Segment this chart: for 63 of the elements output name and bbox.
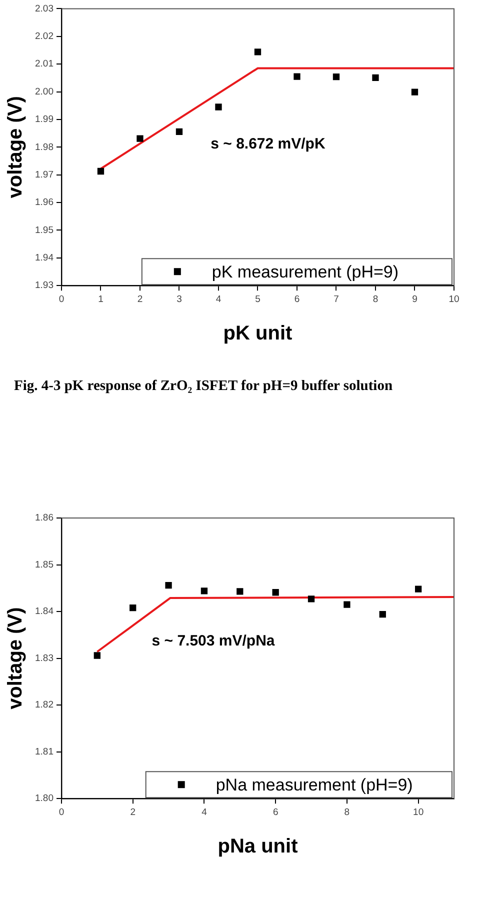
point <box>411 88 418 96</box>
x-tick-label: 0 <box>58 806 64 818</box>
point <box>176 128 183 135</box>
point <box>272 589 279 596</box>
point <box>294 73 300 80</box>
x-tick-label: 10 <box>448 294 460 305</box>
y-tick-label: 1.85 <box>34 559 54 570</box>
y-tick-label: 1.84 <box>34 606 54 618</box>
x-tick-label: 4 <box>216 294 222 305</box>
point <box>379 611 386 618</box>
y-tick-label: 1.86 <box>34 512 54 524</box>
point <box>130 604 136 612</box>
point <box>308 596 315 602</box>
y-tick-label: 1.95 <box>34 224 54 236</box>
x-tick-label: 2 <box>130 806 136 818</box>
y-tick-label: 1.99 <box>34 114 54 126</box>
y-tick-label: 1.94 <box>34 252 54 264</box>
y-tick-label: 1.82 <box>34 700 54 711</box>
x-axis-title: pNa unit <box>218 836 298 858</box>
y-tick-label: 1.83 <box>34 652 54 664</box>
x-tick-label: 7 <box>334 294 339 305</box>
point <box>236 588 244 595</box>
y-tick-label: 1.81 <box>34 746 54 758</box>
point <box>94 652 100 659</box>
y-tick-label: 2.01 <box>34 58 54 70</box>
x-tick-label: 1 <box>98 294 104 305</box>
y-tick-label: 1.97 <box>34 169 54 180</box>
annotation: s ~ 7.503 mV/pNa <box>152 632 276 650</box>
legend-label: pK measurement (pH=9) <box>212 262 399 282</box>
y-tick-label: 1.93 <box>34 280 54 292</box>
point <box>414 586 422 592</box>
point <box>215 104 222 110</box>
point <box>200 588 208 594</box>
y-tick-label: 1.80 <box>34 793 54 804</box>
point <box>136 135 144 142</box>
point <box>372 74 379 81</box>
y-axis-title: voltage (V) <box>4 607 27 710</box>
annotation: s ~ 8.672 mV/pK <box>210 136 326 153</box>
x-tick-label: 4 <box>202 806 207 818</box>
x-tick-label: 6 <box>272 806 278 818</box>
legend-label: pNa measurement (pH=9) <box>216 775 413 794</box>
point <box>165 582 172 589</box>
caption: Fig. 4-3 pK response of ZrO₂ ISFET for pH=9 buffer solution <box>14 378 394 396</box>
point <box>332 73 340 80</box>
y-axis-title: voltage (V) <box>4 96 27 198</box>
point <box>254 48 262 56</box>
x-tick-label: 0 <box>58 294 64 305</box>
y-tick-label: 1.98 <box>34 142 54 153</box>
y-tick-label: 2.02 <box>34 31 54 42</box>
x-tick-label: 5 <box>255 294 260 305</box>
x-tick-label: 3 <box>176 294 182 305</box>
x-tick-label: 9 <box>412 294 418 305</box>
y-tick-label: 1.96 <box>34 197 54 208</box>
x-tick-label: 6 <box>294 294 300 305</box>
point <box>97 168 104 175</box>
x-tick-label: 10 <box>413 806 424 818</box>
point <box>344 601 350 608</box>
x-axis-title: pK unit <box>223 322 293 345</box>
x-tick-label: 8 <box>344 806 350 818</box>
x-tick-label: 2 <box>137 294 143 305</box>
y-tick-label: 2.00 <box>34 86 54 98</box>
x-tick-label: 8 <box>372 294 378 305</box>
y-tick-label: 2.03 <box>34 3 54 14</box>
